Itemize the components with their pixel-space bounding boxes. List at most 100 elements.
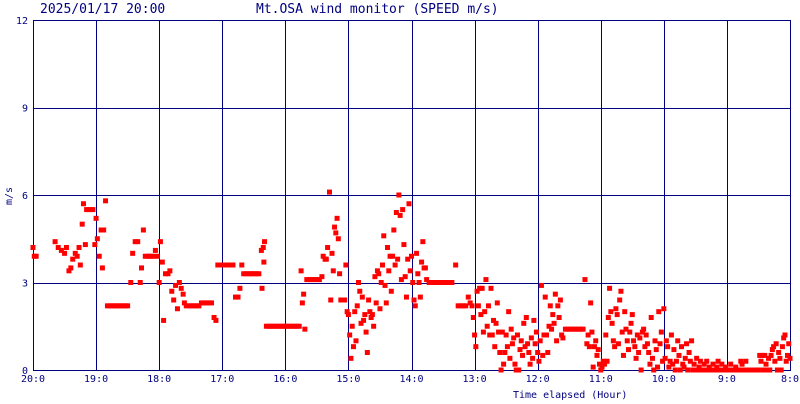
data-point	[79, 221, 85, 227]
data-point	[696, 364, 702, 370]
data-point	[478, 312, 484, 318]
data-point	[552, 291, 558, 297]
data-point	[473, 344, 479, 350]
data-point	[523, 315, 529, 320]
data-point	[742, 367, 748, 373]
data-point	[491, 317, 497, 323]
data-point	[647, 361, 653, 367]
data-point	[232, 294, 238, 300]
data-point	[773, 341, 779, 347]
data-point	[733, 364, 739, 370]
data-point	[502, 350, 508, 355]
data-point	[499, 329, 505, 335]
data-point	[274, 323, 280, 329]
data-point	[535, 350, 541, 355]
data-point	[139, 265, 145, 271]
data-point	[608, 309, 614, 315]
data-point	[349, 323, 355, 329]
data-point	[227, 262, 233, 268]
data-point	[694, 355, 700, 361]
x-tick-labels: 20:0 19:0 18:0 17:0 16:0 15:0 14:0 13:0 12:0 11:0…	[21, 374, 799, 385]
data-point	[309, 277, 315, 283]
data-point	[93, 215, 99, 221]
data-point	[509, 341, 515, 347]
data-point	[378, 280, 384, 285]
data-point	[594, 352, 600, 358]
data-point	[112, 303, 118, 309]
x-tick-label: 11:0	[589, 374, 613, 385]
x-tick-label: 16:0	[273, 374, 297, 385]
data-point	[682, 355, 688, 361]
data-point	[713, 367, 719, 373]
data-point	[251, 271, 257, 277]
data-point	[761, 367, 767, 373]
data-point	[648, 315, 654, 320]
data-point	[150, 253, 156, 259]
data-point	[409, 253, 414, 259]
data-point	[678, 344, 684, 350]
data-point	[604, 358, 610, 364]
data-point	[334, 215, 340, 221]
data-point	[348, 355, 354, 361]
data-point	[565, 326, 571, 332]
data-point	[161, 317, 167, 323]
data-point	[646, 350, 652, 355]
data-point	[326, 189, 332, 195]
data-point	[174, 306, 180, 312]
data-point	[402, 274, 408, 280]
data-point	[115, 303, 121, 309]
data-point	[662, 355, 668, 361]
y-tick-label: 9	[22, 104, 28, 115]
data-point	[649, 355, 655, 361]
data-point	[271, 323, 277, 329]
data-point	[596, 361, 602, 367]
data-point	[504, 344, 510, 350]
data-point	[410, 280, 416, 285]
data-point	[162, 271, 168, 277]
data-point	[103, 198, 109, 204]
data-point	[137, 280, 143, 285]
data-point	[260, 245, 266, 250]
data-point	[567, 326, 573, 332]
data-point	[774, 367, 780, 373]
data-point	[458, 303, 464, 309]
data-point	[629, 312, 635, 318]
data-point	[286, 323, 292, 329]
data-point	[147, 253, 153, 259]
data-point	[411, 297, 417, 303]
data-point	[353, 338, 359, 344]
data-point	[246, 271, 252, 277]
data-point	[787, 355, 793, 361]
data-point	[140, 227, 146, 233]
data-point	[723, 364, 729, 370]
data-point	[165, 271, 171, 277]
data-point	[695, 367, 701, 373]
data-point	[167, 268, 173, 274]
data-point	[602, 361, 608, 367]
data-point	[92, 242, 98, 248]
data-point	[586, 344, 592, 350]
data-point	[369, 312, 375, 318]
data-point	[658, 329, 664, 335]
y-tick-label: 12	[16, 16, 28, 27]
data-point	[573, 326, 579, 332]
data-point	[719, 361, 725, 367]
data-point	[343, 262, 349, 268]
data-point	[383, 300, 389, 306]
data-point	[198, 300, 204, 306]
data-point	[453, 262, 459, 268]
data-point	[374, 268, 380, 274]
data-point	[66, 268, 72, 274]
data-point	[407, 268, 413, 274]
data-point	[419, 259, 425, 265]
data-point	[615, 341, 621, 347]
data-point	[367, 309, 373, 315]
data-point	[76, 245, 82, 250]
y-tick-label: 3	[22, 279, 28, 290]
data-point	[169, 288, 175, 294]
data-point	[357, 288, 363, 294]
data-point	[681, 364, 687, 370]
data-points	[30, 189, 793, 373]
data-point	[739, 361, 745, 367]
data-point	[333, 230, 339, 236]
